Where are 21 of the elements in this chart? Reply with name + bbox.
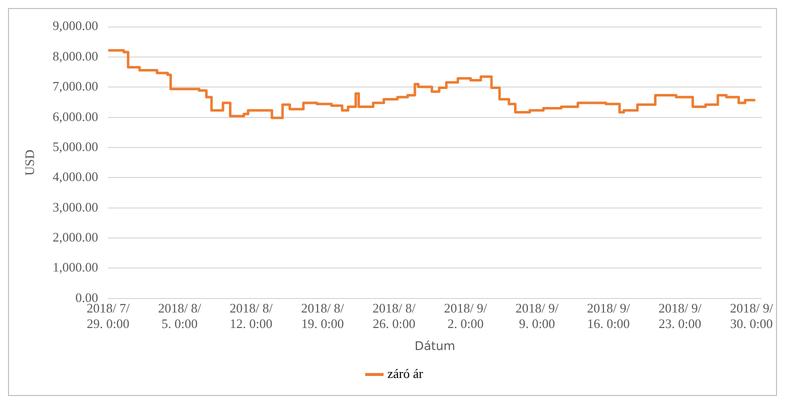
x-tick-label: 2018/ 9/ 30. 0:00 xyxy=(730,300,774,332)
x-tick-label: 2018/ 8/ 5. 0:00 xyxy=(158,300,202,332)
x-tick-label: 2018/ 9/ 23. 0:00 xyxy=(658,300,702,332)
y-tick-label: 5,000.00 xyxy=(52,138,98,154)
x-axis-title: Dátum xyxy=(414,338,456,353)
y-tick-label: 8,000.00 xyxy=(52,48,98,64)
x-tick-label: 2018/ 9/ 16. 0:00 xyxy=(586,300,630,332)
y-tick-label: 4,000.00 xyxy=(52,169,98,184)
x-tick-label: 2018/ 8/ 12. 0:00 xyxy=(230,300,273,332)
x-tick-label: 2018/ 9/ 2. 0:00 xyxy=(444,300,488,332)
x-tick-label: 2018/ 8/ 19. 0:00 xyxy=(301,300,344,332)
y-tick-label: 3,000.00 xyxy=(52,199,98,214)
y-tick-label: 6,000.00 xyxy=(52,108,98,124)
legend-label: záró ár xyxy=(387,366,424,381)
y-tick-label: 2,000.00 xyxy=(52,229,98,244)
y-tick-label: 1,000.00 xyxy=(52,260,98,275)
x-tick-label: 2018/ 9/ 9. 0:00 xyxy=(516,300,559,332)
y-axis-title: USD xyxy=(22,150,38,176)
x-tick-label: 2018/ 8/ 26. 0:00 xyxy=(372,300,416,332)
y-tick-label: 7,000.00 xyxy=(52,78,98,94)
y-tick-label: 9,000.00 xyxy=(52,18,98,34)
